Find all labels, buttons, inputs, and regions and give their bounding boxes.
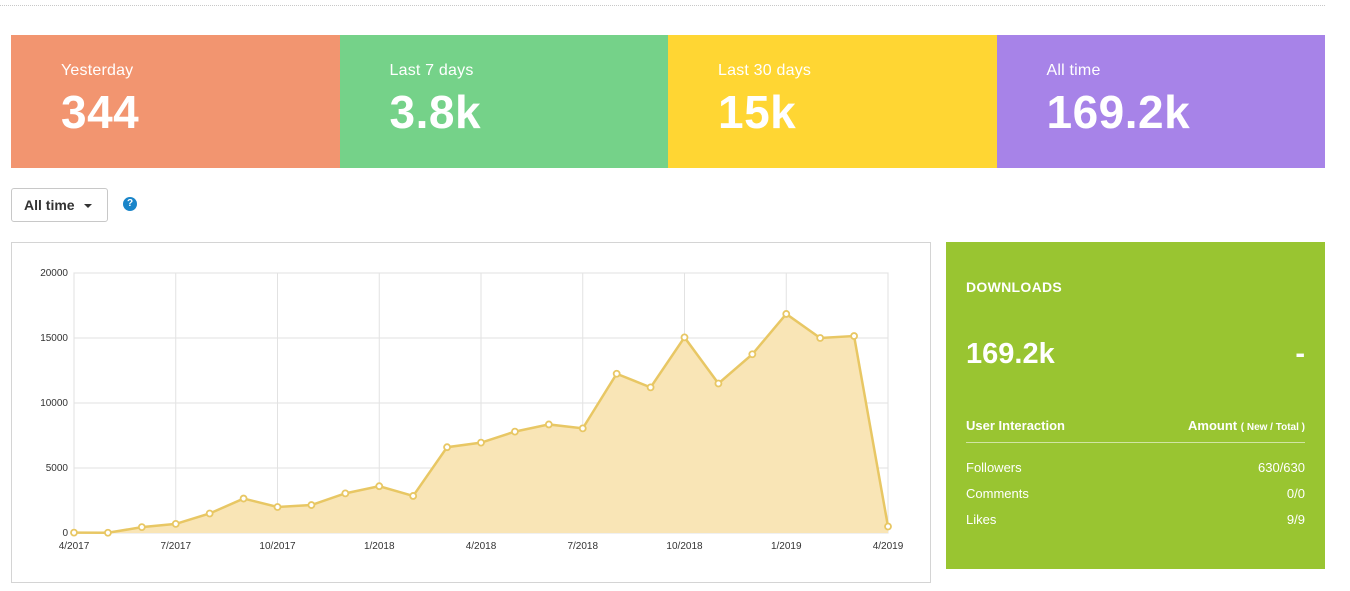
header-user-interaction: User Interaction: [966, 418, 1065, 433]
stat-label: Last 7 days: [389, 62, 474, 79]
data-point: [137, 523, 146, 532]
data-point: [544, 420, 553, 429]
header-amount-sub: ( New / Total ): [1240, 422, 1305, 433]
x-tick-label: 1/2019: [771, 541, 802, 552]
data-point: [748, 350, 757, 359]
caret-down-icon: [83, 204, 92, 208]
downloads-change: -: [1295, 338, 1305, 370]
x-tick-label: 4/2019: [873, 541, 904, 552]
stat-yesterday: Yesterday 344: [11, 35, 340, 168]
data-point: [816, 334, 825, 342]
row-value: 0/0: [1286, 486, 1305, 501]
stat-last-7-days: Last 7 days 3.8k: [339, 35, 668, 168]
x-tick-label: 7/2017: [160, 541, 191, 552]
downloads-chart: 0 5000 10000 15000 20000 4/2017 7/2017 10/2017 1…: [11, 242, 931, 583]
data-point: [375, 482, 384, 491]
data-point: [171, 519, 180, 528]
row-label: Likes: [966, 512, 997, 527]
stat-label: Yesterday: [61, 62, 134, 79]
data-point: [341, 489, 350, 498]
y-tick-label: 15000: [40, 333, 68, 344]
top-divider: [0, 5, 1325, 6]
row-label: Comments: [966, 486, 1029, 501]
stat-value: 344: [61, 86, 140, 138]
downloads-title: DOWNLOADS: [966, 279, 1063, 295]
data-point: [205, 509, 214, 518]
stat-value: 15k: [718, 86, 797, 138]
x-tick-label: 4/2018: [466, 541, 497, 552]
stat-label: All time: [1046, 62, 1101, 79]
chart-svg: 0 5000 10000 15000 20000 4/2017 7/2017 10/2017 1…: [40, 268, 904, 552]
stat-all-time: All time 169.2k: [996, 35, 1325, 168]
data-point: [884, 522, 892, 531]
data-point: [612, 369, 621, 378]
stat-value: 3.8k: [389, 86, 482, 138]
stat-label: Last 30 days: [718, 62, 812, 79]
data-point: [307, 501, 316, 509]
stats-row: Yesterday 344 Last 7 days 3.8k Last 30 d…: [11, 35, 1325, 168]
y-tick-label: 5000: [46, 463, 69, 474]
header-amount-label: Amount: [1188, 418, 1238, 433]
x-tick-label: 10/2017: [259, 541, 296, 552]
data-point: [70, 528, 78, 537]
data-point: [409, 492, 418, 500]
data-point: [646, 383, 655, 392]
data-point: [680, 333, 689, 342]
downloads-panel: DOWNLOADS 169.2k - User Interaction Amou…: [946, 242, 1325, 569]
time-range-label: All time: [24, 197, 75, 213]
data-point: [511, 427, 519, 436]
downloads-total: 169.2k: [966, 338, 1055, 370]
stat-last-30-days: Last 30 days 15k: [668, 35, 997, 168]
x-tick-label: 7/2018: [567, 541, 598, 552]
header-amount: Amount ( New / Total ): [1188, 418, 1305, 433]
data-point: [578, 424, 587, 433]
data-point: [782, 310, 791, 318]
time-range-dropdown[interactable]: All time: [11, 188, 108, 222]
help-icon[interactable]: ?: [123, 197, 137, 211]
x-tick-label: 4/2017: [59, 541, 90, 552]
data-point: [239, 494, 248, 503]
row-value: 630/630: [1258, 460, 1305, 475]
series-area: [74, 313, 888, 533]
interaction-table-header: User Interaction Amount ( New / Total ): [966, 416, 1305, 443]
stat-value: 169.2k: [1046, 86, 1191, 138]
x-tick-label: 1/2018: [364, 541, 395, 552]
data-point: [477, 438, 485, 447]
data-point: [273, 503, 282, 511]
interaction-row-followers: Followers 630/630: [966, 460, 1305, 480]
data-point: [443, 443, 451, 452]
data-point: [714, 379, 723, 388]
data-point: [104, 528, 112, 537]
interaction-row-likes: Likes 9/9: [966, 512, 1305, 532]
data-point: [850, 332, 858, 340]
interaction-row-comments: Comments 0/0: [966, 486, 1305, 506]
y-tick-label: 20000: [40, 268, 68, 279]
row-value: 9/9: [1286, 512, 1305, 527]
x-tick-label: 10/2018: [666, 541, 703, 552]
y-tick-label: 0: [62, 528, 68, 539]
y-tick-label: 10000: [40, 398, 68, 409]
row-label: Followers: [966, 460, 1022, 475]
